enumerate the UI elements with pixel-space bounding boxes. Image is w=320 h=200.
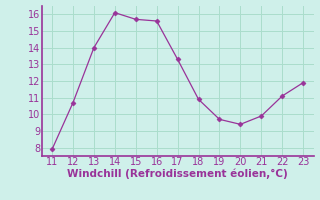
X-axis label: Windchill (Refroidissement éolien,°C): Windchill (Refroidissement éolien,°C) xyxy=(67,169,288,179)
